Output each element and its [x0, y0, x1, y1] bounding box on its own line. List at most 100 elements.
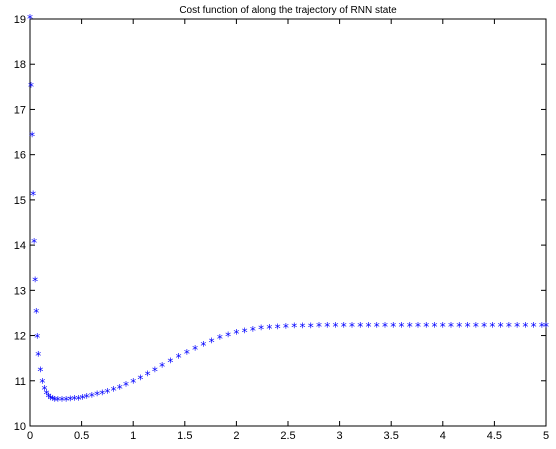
- data-point: *: [539, 320, 545, 334]
- data-point: *: [399, 320, 405, 334]
- axis-ticks: 0 0.5 1 1.5 2 2.5 3 3.5 4 4.5 5 10 11 12 13 14 15 16 17 18 1…: [14, 14, 549, 442]
- data-point: *: [200, 339, 206, 353]
- data-point: *: [332, 320, 338, 334]
- data-point: *: [316, 320, 322, 334]
- data-point: *: [123, 379, 129, 393]
- x-tick-label: 1: [130, 430, 136, 442]
- data-point: *: [374, 320, 380, 334]
- x-tick-label: 2.5: [280, 430, 295, 442]
- data-point: *: [250, 324, 256, 338]
- data-point: *: [63, 394, 69, 408]
- data-point: *: [357, 320, 363, 334]
- data-point: *: [111, 384, 117, 398]
- chart-title: Cost function of along the trajectory of…: [179, 5, 397, 16]
- data-point: *: [184, 347, 190, 361]
- data-point: *: [89, 390, 95, 404]
- data-point: *: [99, 387, 105, 401]
- data-point: *: [531, 320, 537, 334]
- data-point: *: [32, 274, 38, 288]
- data-point: *: [432, 320, 438, 334]
- data-point: *: [76, 393, 82, 407]
- data-point: *: [308, 320, 314, 334]
- data-point: *: [217, 332, 223, 346]
- data-point: *: [44, 387, 50, 401]
- data-point: *: [29, 130, 35, 144]
- data-point: *: [266, 322, 272, 336]
- data-point: *: [104, 386, 110, 400]
- data-point: *: [440, 320, 446, 334]
- data-point: *: [415, 320, 421, 334]
- y-tick-label: 15: [14, 195, 26, 207]
- data-point: *: [35, 349, 41, 363]
- data-point: *: [30, 188, 36, 202]
- y-tick-label: 14: [14, 240, 26, 252]
- data-point: *: [514, 320, 520, 334]
- data-point: *: [382, 320, 388, 334]
- x-tick-label: 4: [440, 430, 446, 442]
- y-tick-label: 17: [14, 104, 26, 116]
- y-tick-label: 13: [14, 285, 26, 297]
- data-point: *: [80, 392, 86, 406]
- data-point: *: [299, 320, 305, 334]
- data-point: *: [117, 382, 123, 396]
- data-point: *: [94, 389, 100, 403]
- data-point: *: [506, 320, 512, 334]
- x-tick-label: 3: [337, 430, 343, 442]
- data-point: *: [258, 323, 264, 337]
- x-tick-label: 2: [233, 430, 239, 442]
- y-tick-label: 19: [14, 14, 26, 26]
- data-point: *: [465, 320, 471, 334]
- data-point: *: [275, 321, 281, 335]
- data-point: *: [481, 320, 487, 334]
- data-point: *: [233, 327, 239, 341]
- data-point: *: [225, 329, 231, 343]
- data-point: *: [137, 372, 143, 386]
- data-point: *: [67, 394, 73, 408]
- data-point: *: [209, 335, 215, 349]
- y-tick-label: 18: [14, 59, 26, 71]
- y-tick-label: 11: [15, 376, 26, 388]
- data-point: *: [59, 394, 65, 408]
- data-point: *: [48, 392, 54, 406]
- data-point: *: [34, 331, 40, 345]
- y-tick-label: 10: [14, 421, 26, 433]
- data-point: *: [55, 394, 61, 408]
- data-point: *: [543, 320, 549, 334]
- data-point: *: [192, 343, 198, 357]
- data-point: *: [341, 320, 347, 334]
- data-point: *: [489, 320, 495, 334]
- data-point: *: [31, 236, 37, 250]
- data-point: *: [176, 351, 182, 365]
- data-point: *: [145, 368, 151, 382]
- data-point: *: [349, 320, 355, 334]
- data-markers: ************************* * * * * * * * * * * * * * * *…: [27, 12, 549, 408]
- data-point: *: [33, 306, 39, 320]
- data-point: *: [407, 320, 413, 334]
- data-point: *: [423, 320, 429, 334]
- data-point: *: [283, 321, 289, 335]
- y-tick-label: 16: [14, 150, 26, 162]
- x-tick-label: 3.5: [384, 430, 399, 442]
- data-point: *: [291, 320, 297, 334]
- data-point: *: [473, 320, 479, 334]
- x-tick-label: 0: [27, 430, 33, 442]
- data-point: *: [130, 376, 136, 390]
- x-tick-label: 0.5: [74, 430, 89, 442]
- data-point: *: [448, 320, 454, 334]
- data-point: *: [50, 393, 56, 407]
- data-point: *: [46, 391, 52, 405]
- data-point: *: [456, 320, 462, 334]
- x-tick-label: 5: [543, 430, 549, 442]
- data-point: *: [41, 383, 47, 397]
- data-point: *: [498, 320, 504, 334]
- data-point: *: [52, 394, 58, 408]
- y-tick-label: 12: [14, 331, 26, 343]
- x-tick-label: 4.5: [487, 430, 502, 442]
- data-point: *: [27, 12, 33, 26]
- data-point: *: [37, 365, 43, 379]
- data-point: *: [71, 393, 77, 407]
- data-point: *: [28, 80, 34, 94]
- data-point: *: [242, 325, 248, 339]
